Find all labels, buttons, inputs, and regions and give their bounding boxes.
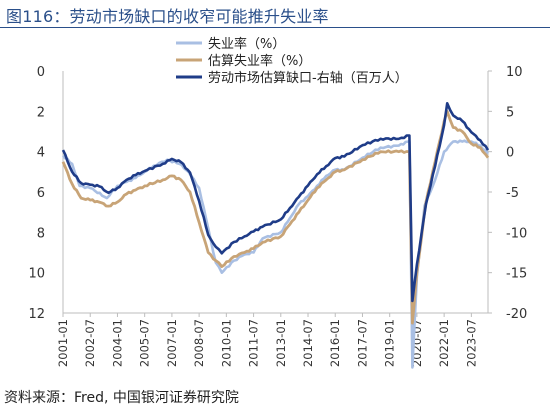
- x-tick-label: 2014-07: [301, 319, 315, 367]
- left-tick-label: 6: [37, 186, 45, 201]
- x-tick-label: 2013-01: [274, 319, 288, 367]
- title-divider: [0, 27, 550, 28]
- line-chart: 0 2 4 6 8 10 12 10 5 0 -5 -10 -15 -20 2001-01 2002-07 20…: [28, 36, 527, 369]
- x-tick-label: 2019-01: [383, 319, 397, 367]
- x-tick-label: 2001-01: [56, 319, 70, 367]
- legend-label: 劳动市场估算缺口-右轴（百万人）: [208, 70, 408, 86]
- right-tick-label: 0: [506, 146, 514, 161]
- x-tick-label: 2022-01: [437, 319, 451, 367]
- series-line-3: [61, 102, 490, 303]
- right-tick-label: 5: [506, 105, 514, 120]
- x-tick-label: 2016-01: [328, 319, 342, 367]
- x-tick-label: 2005-07: [138, 319, 152, 367]
- left-tick-label: 8: [37, 226, 45, 241]
- source-note: 资料来源：Fred, 中国银河证券研究院: [4, 390, 239, 406]
- left-tick-label: 2: [37, 105, 45, 120]
- x-tick-label: 2011-07: [247, 319, 261, 367]
- right-tick-label: -5: [506, 186, 519, 201]
- x-tick-label: 2002-07: [83, 319, 97, 367]
- x-tick-label: 2007-01: [165, 319, 179, 367]
- x-tick-label: 2010-01: [219, 319, 233, 367]
- x-tick-label: 2017-07: [355, 319, 369, 367]
- x-tick-label: 2008-07: [192, 319, 206, 367]
- x-tick-label: 2004-01: [110, 319, 124, 367]
- left-tick-label: 4: [37, 146, 45, 161]
- legend-label: 失业率（%）: [208, 36, 285, 52]
- legend-label: 估算失业率（%）: [208, 53, 311, 69]
- right-tick-label: -20: [506, 307, 527, 322]
- left-tick-label: 10: [28, 267, 45, 282]
- right-tick-label: -10: [506, 226, 527, 241]
- right-tick-label: -15: [506, 267, 527, 282]
- left-tick-label: 12: [28, 307, 45, 322]
- right-tick-label: 10: [506, 65, 523, 80]
- left-tick-label: 0: [37, 65, 45, 80]
- chart-title: 图116：劳动市场缺口的收窄可能推升失业率: [6, 7, 329, 26]
- x-tick-label: 2023-07: [464, 319, 478, 367]
